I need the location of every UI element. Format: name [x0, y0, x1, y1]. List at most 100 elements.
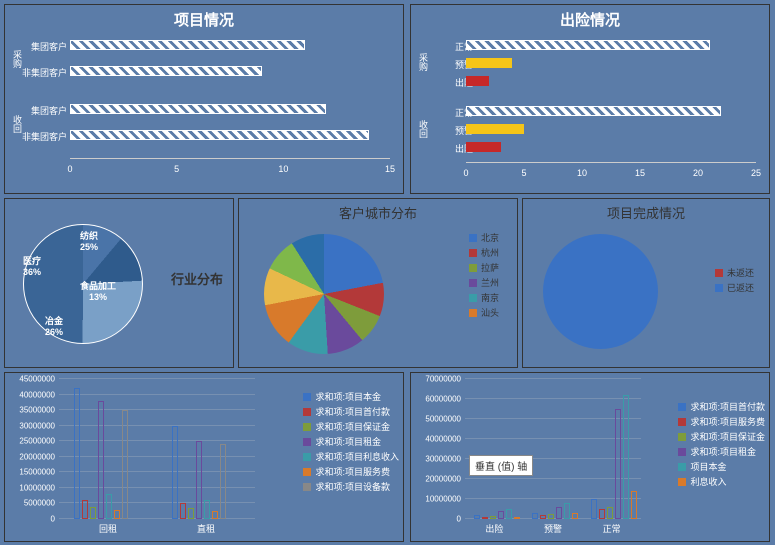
legend-item: 求和项:项目租金 [678, 445, 765, 458]
panel-bottom-right-bars: 0100000002000000030000000400000005000000… [410, 372, 770, 542]
legend-label: 兰州 [481, 276, 499, 289]
column-bar [506, 509, 512, 519]
legend-item: 拉萨 [469, 261, 499, 274]
x-tick: 25 [751, 168, 761, 178]
y-tick: 50000000 [413, 415, 461, 424]
bar [466, 106, 721, 116]
legend-swatch [678, 433, 686, 441]
panel-project-status: 项目情况 采购 收回 集团客户非集团客户集团客户非集团客户 051015 [4, 4, 404, 194]
column-bar [556, 507, 562, 519]
panel-title: 出险情况 [411, 5, 769, 34]
legend: 未返还已返还 [715, 264, 754, 296]
legend-swatch [678, 478, 686, 486]
legend-label: 求和项:项目服务费 [690, 415, 765, 428]
legend-item: 未返还 [715, 266, 754, 279]
y-tick: 30000000 [413, 455, 461, 464]
y-tick: 0 [413, 515, 461, 524]
legend-label: 求和项:项目利息收入 [315, 450, 399, 463]
panel-completion-pie: 项目完成情况 未返还已返还 [522, 198, 770, 368]
panel-risk-status: 出险情况 采购 收回 正常预警出险正常预警出险 0510152025 [410, 4, 770, 194]
column-bar [212, 511, 218, 519]
column-bar [74, 388, 80, 519]
legend-swatch [715, 269, 723, 277]
column-bar [474, 515, 480, 519]
legend-swatch [303, 453, 311, 461]
legend-item: 求和项:项目利息收入 [303, 450, 399, 463]
column-bar [607, 507, 613, 519]
x-category: 出险 [485, 522, 503, 535]
legend-label: 求和项:项目本金 [315, 390, 381, 403]
legend-swatch [678, 403, 686, 411]
bar [70, 66, 262, 76]
x-tick: 0 [67, 164, 72, 174]
pie-chart [264, 234, 384, 354]
y-tick: 5000000 [7, 499, 55, 508]
bar [466, 58, 512, 68]
legend-label: 已返还 [727, 281, 754, 294]
panel-title: 项目完成情况 [523, 199, 769, 226]
bar [70, 130, 369, 140]
bar [466, 40, 710, 50]
y-tick: 10000000 [7, 483, 55, 492]
column-bar [490, 516, 496, 519]
column-bar [514, 517, 520, 519]
legend-swatch [678, 463, 686, 471]
column-chart [465, 381, 639, 519]
legend-label: 未返还 [727, 266, 754, 279]
legend-item: 求和项:项目本金 [303, 390, 399, 403]
bar [466, 124, 524, 134]
column-bar [548, 514, 554, 519]
slice-label: 冶金26% [45, 314, 63, 337]
y-tick: 30000000 [7, 421, 55, 430]
axis-tooltip: 垂直 (值) 轴 [469, 455, 533, 476]
column-bar [188, 508, 194, 519]
column-bar [532, 513, 538, 519]
legend-swatch [303, 393, 311, 401]
panel-title: 行业分布 [171, 269, 223, 288]
column-bar [82, 500, 88, 519]
legend-label: 求和项:项目租金 [315, 435, 381, 448]
bar-label: 非集团客户 [19, 66, 67, 79]
y-tick: 20000000 [413, 475, 461, 484]
y-tick: 25000000 [7, 437, 55, 446]
legend-swatch [678, 418, 686, 426]
legend-label: 汕头 [481, 306, 499, 319]
bar [70, 40, 305, 50]
legend-label: 杭州 [481, 246, 499, 259]
legend-swatch [469, 234, 477, 242]
legend-item: 求和项:项目保证金 [303, 420, 399, 433]
column-bar [482, 517, 488, 519]
legend: 北京杭州拉萨兰州南京汕头 [469, 229, 499, 321]
x-tick: 0 [463, 168, 468, 178]
bar-label: 非集团客户 [19, 130, 67, 143]
y-tick: 0 [7, 515, 55, 524]
legend-label: 利息收入 [690, 475, 726, 488]
bar-label: 集团客户 [19, 40, 67, 53]
column-bar [180, 503, 186, 519]
bar [466, 142, 501, 152]
column-bar [114, 510, 120, 519]
x-tick: 10 [577, 168, 587, 178]
legend-swatch [303, 468, 311, 476]
slice-label: 医疗36% [23, 254, 41, 277]
y-tick: 40000000 [7, 390, 55, 399]
y-tick: 40000000 [413, 435, 461, 444]
legend-label: 拉萨 [481, 261, 499, 274]
slice-label: 食品加工13% [80, 279, 116, 302]
bar [70, 104, 326, 114]
x-tick: 20 [693, 168, 703, 178]
x-tick: 10 [278, 164, 288, 174]
column-bar [599, 509, 605, 519]
legend-item: 利息收入 [678, 475, 765, 488]
column-bar [106, 494, 112, 519]
legend-item: 已返还 [715, 281, 754, 294]
column-bar [615, 409, 621, 519]
legend-item: 汕头 [469, 306, 499, 319]
panel-city-pie: 客户城市分布 北京杭州拉萨兰州南京汕头 [238, 198, 518, 368]
legend-swatch [303, 438, 311, 446]
legend-item: 求和项:项目服务费 [678, 415, 765, 428]
legend-label: 求和项:项目设备款 [315, 480, 390, 493]
panel-title: 项目情况 [5, 5, 403, 34]
legend-item: 项目本金 [678, 460, 765, 473]
column-bar [172, 426, 178, 519]
